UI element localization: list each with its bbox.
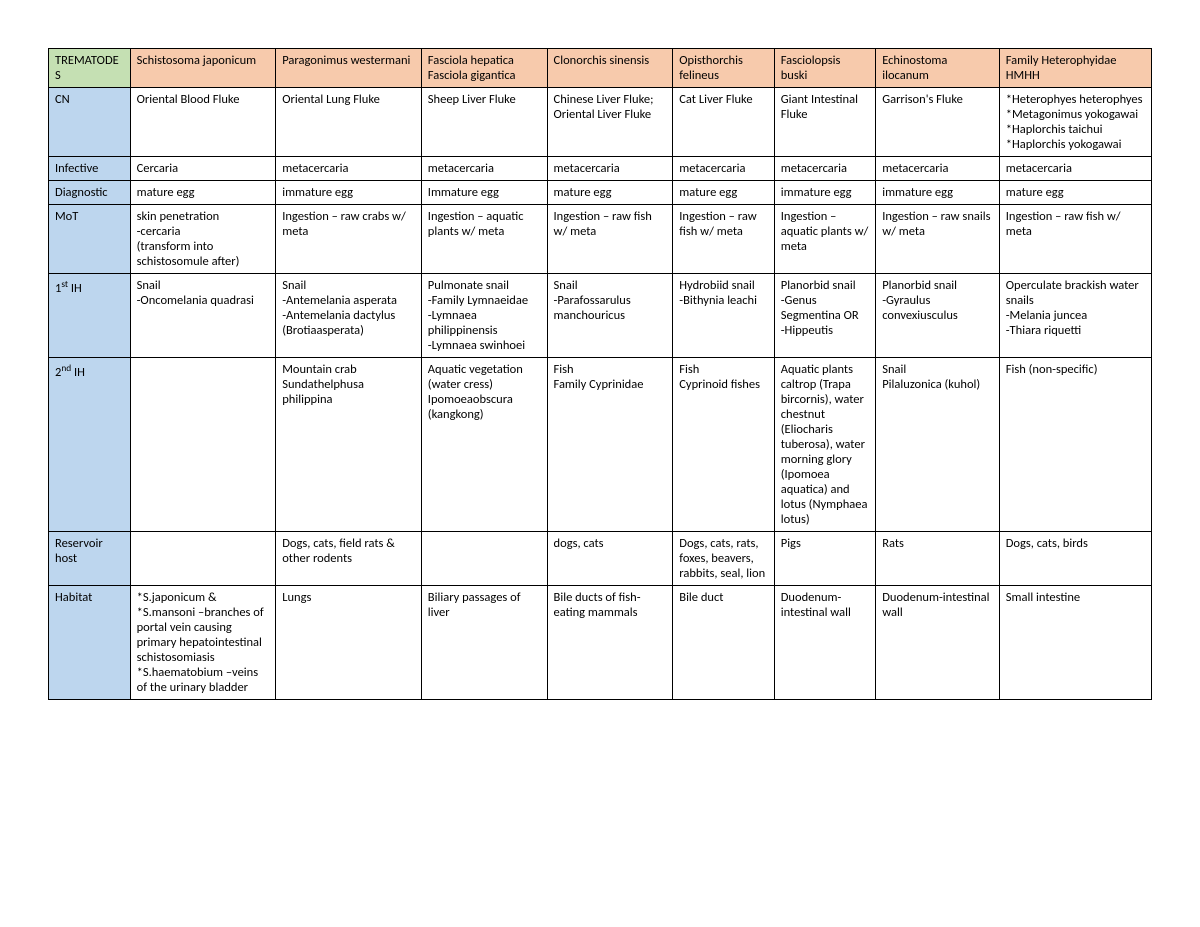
column-header: Echinostoma ilocanum: [876, 49, 1000, 88]
column-header: Clonorchis sinensis: [547, 49, 673, 88]
table-body: TREMATODESSchistosoma japonicumParagonim…: [49, 49, 1152, 700]
table-cell: mature egg: [999, 181, 1151, 205]
table-cell: immature egg: [876, 181, 1000, 205]
column-header: Fasciolopsis buski: [774, 49, 875, 88]
table-cell: Cercaria: [130, 157, 276, 181]
table-cell: Snail-Parafossarulus manchouricus: [547, 274, 673, 358]
table-row: Diagnosticmature eggimmature eggImmature…: [49, 181, 1152, 205]
table-cell: Duodenum-intestinal wall: [876, 586, 1000, 700]
table-cell: Aquatic plants caltrop (Trapa bircornis)…: [774, 358, 875, 532]
table-cell: Ingestion – raw fish w/ meta: [547, 205, 673, 274]
table-cell: Immature egg: [421, 181, 547, 205]
table-cell: Biliary passages of liver: [421, 586, 547, 700]
table-row: 2nd IH Mountain crabSundathelphusa philip…: [49, 358, 1152, 532]
table-cell: Snail-Antemelania asperata-Antemelania d…: [276, 274, 422, 358]
table-cell: Oriental Lung Fluke: [276, 88, 422, 157]
column-header: Opisthorchis felineus: [673, 49, 774, 88]
table-cell: Ingestion – raw snails w/ meta: [876, 205, 1000, 274]
table-cell: SnailPilaluzonica (kuhol): [876, 358, 1000, 532]
table-row: MoTskin penetration-cercaria(transform i…: [49, 205, 1152, 274]
table-cell: Planorbid snail-Genus Segmentina OR-Hipp…: [774, 274, 875, 358]
table-cell: skin penetration-cercaria(transform into…: [130, 205, 276, 274]
table-cell: Ingestion – aquatic plants w/ meta: [421, 205, 547, 274]
table-cell: FishFamily Cyprinidae: [547, 358, 673, 532]
row-header: Habitat: [49, 586, 131, 700]
table-row: InfectiveCercariametacercariametacercari…: [49, 157, 1152, 181]
trematodes-table: TREMATODESSchistosoma japonicumParagonim…: [48, 48, 1152, 700]
table-row: 1st IHSnail-Oncomelania quadrasiSnail-An…: [49, 274, 1152, 358]
column-header: Fasciola hepatica Fasciola gigantica: [421, 49, 547, 88]
table-cell: FishCyprinoid fishes: [673, 358, 774, 532]
table-cell: [421, 532, 547, 586]
table-cell: Ingestion – raw fish w/ meta: [673, 205, 774, 274]
table-cell: metacercaria: [547, 157, 673, 181]
table-cell: immature egg: [276, 181, 422, 205]
table-cell: Dogs, cats, field rats & other rodents: [276, 532, 422, 586]
table-cell: Duodenum-intestinal wall: [774, 586, 875, 700]
table-cell: Ingestion – aquatic plants w/ meta: [774, 205, 875, 274]
table-cell: *S.japonicum & *S.mansoni –branches of p…: [130, 586, 276, 700]
corner-cell: TREMATODES: [49, 49, 131, 88]
table-cell: metacercaria: [774, 157, 875, 181]
table-cell: metacercaria: [421, 157, 547, 181]
table-cell: Mountain crabSundathelphusa philippina: [276, 358, 422, 532]
table-cell: mature egg: [673, 181, 774, 205]
table-cell: Pigs: [774, 532, 875, 586]
table-cell: Snail-Oncomelania quadrasi: [130, 274, 276, 358]
table-cell: metacercaria: [276, 157, 422, 181]
table-cell: Giant Intestinal Fluke: [774, 88, 875, 157]
table-cell: Hydrobiid snail-Bithynia leachi: [673, 274, 774, 358]
table-cell: metacercaria: [876, 157, 1000, 181]
table-cell: Ingestion – raw fish w/ meta: [999, 205, 1151, 274]
row-header: Reservoir host: [49, 532, 131, 586]
row-header: 2nd IH: [49, 358, 131, 532]
table-cell: Aquatic vegetation (water cress) Ipomoea…: [421, 358, 547, 532]
table-cell: Bile ducts of fish-eating mammals: [547, 586, 673, 700]
table-cell: Fish (non-specific): [999, 358, 1151, 532]
table-cell: mature egg: [130, 181, 276, 205]
table-cell: Chinese Liver Fluke; Oriental Liver Fluk…: [547, 88, 673, 157]
table-cell: mature egg: [547, 181, 673, 205]
table-cell: immature egg: [774, 181, 875, 205]
table-cell: Small intestine: [999, 586, 1151, 700]
table-row: CNOriental Blood FlukeOriental Lung Fluk…: [49, 88, 1152, 157]
table-cell: Garrison's Fluke: [876, 88, 1000, 157]
table-row: Habitat*S.japonicum & *S.mansoni –branch…: [49, 586, 1152, 700]
row-header: MoT: [49, 205, 131, 274]
row-header: CN: [49, 88, 131, 157]
table-cell: Bile duct: [673, 586, 774, 700]
table-cell: metacercaria: [673, 157, 774, 181]
column-header: Family Heterophyidae HMHH: [999, 49, 1151, 88]
table-cell: Pulmonate snail-Family Lymnaeidae-Lymnae…: [421, 274, 547, 358]
table-cell: Operculate brackish water snails-Melania…: [999, 274, 1151, 358]
column-header: Schistosoma japonicum: [130, 49, 276, 88]
table-cell: Rats: [876, 532, 1000, 586]
table-cell: Oriental Blood Fluke: [130, 88, 276, 157]
table-cell: [130, 532, 276, 586]
table-cell: [130, 358, 276, 532]
table-cell: dogs, cats: [547, 532, 673, 586]
header-row: TREMATODESSchistosoma japonicumParagonim…: [49, 49, 1152, 88]
table-cell: Planorbid snail-Gyraulus convexiusculus: [876, 274, 1000, 358]
row-header: Diagnostic: [49, 181, 131, 205]
table-cell: Dogs, cats, rats, foxes, beavers, rabbit…: [673, 532, 774, 586]
row-header: Infective: [49, 157, 131, 181]
table-cell: Ingestion – raw crabs w/ meta: [276, 205, 422, 274]
row-header: 1st IH: [49, 274, 131, 358]
table-cell: Lungs: [276, 586, 422, 700]
table-cell: Dogs, cats, birds: [999, 532, 1151, 586]
table-cell: *Heterophyes heterophyes*Metagonimus yok…: [999, 88, 1151, 157]
table-cell: Sheep Liver Fluke: [421, 88, 547, 157]
table-cell: Cat Liver Fluke: [673, 88, 774, 157]
table-row: Reservoir host Dogs, cats, field rats & o…: [49, 532, 1152, 586]
column-header: Paragonimus westermani: [276, 49, 422, 88]
table-cell: metacercaria: [999, 157, 1151, 181]
